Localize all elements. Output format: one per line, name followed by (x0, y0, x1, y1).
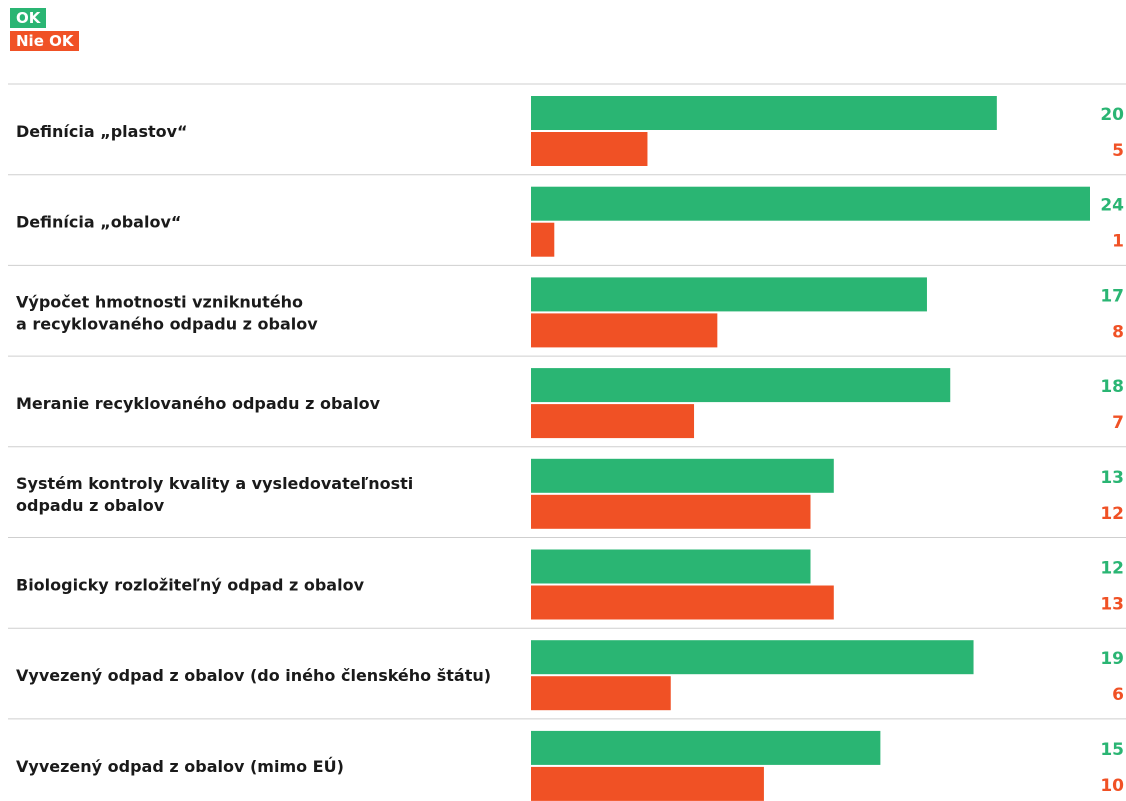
bar-ok (531, 640, 974, 675)
bar-ok (531, 277, 927, 312)
bar-ok (531, 549, 811, 584)
value-label-ok: 15 (1100, 740, 1124, 760)
value-label-nie-ok: 13 (1100, 595, 1124, 615)
category-label-line: odpadu z obalov (16, 496, 165, 515)
value-label-ok: 24 (1100, 196, 1124, 216)
category-label-line: Definícia „obalov“ (16, 213, 181, 232)
bar-nie-ok (531, 404, 695, 439)
bar-ok (531, 96, 997, 130)
value-label-nie-ok: 12 (1100, 504, 1124, 524)
category-label: Biologicky rozložiteľný odpad z obalov (16, 576, 365, 595)
bar-nie-ok (531, 766, 764, 801)
category-label-line: Vyvezený odpad z obalov (do iného člensk… (16, 666, 491, 685)
value-label-nie-ok: 7 (1112, 413, 1124, 433)
category-label: Výpočet hmotnosti vzniknutého a recyklova… (16, 292, 318, 333)
category-label: Vyvezený odpad z obalov (mimo EÚ) (16, 757, 344, 776)
bar-nie-ok (531, 222, 555, 257)
category-label-line: Meranie recyklovaného odpadu z obalov (16, 394, 381, 413)
bar-nie-ok (531, 132, 648, 166)
bar-nie-ok (531, 313, 718, 348)
legend: OK Nie OK (10, 8, 80, 54)
value-label-ok: 13 (1100, 468, 1124, 488)
value-label-ok: 19 (1100, 649, 1124, 669)
category-label: Meranie recyklovaného odpadu z obalov (16, 394, 381, 413)
category-label-line: Výpočet hmotnosti vzniknutého (16, 292, 303, 311)
value-label-nie-ok: 1 (1112, 232, 1124, 252)
value-label-ok: 17 (1100, 286, 1124, 306)
bar-nie-ok (531, 494, 811, 529)
category-label-line: Definícia „plastov“ (16, 122, 188, 141)
value-label-ok: 20 (1100, 105, 1124, 125)
value-label-ok: 12 (1100, 559, 1124, 579)
bar-ok (531, 730, 881, 765)
bar-nie-ok (531, 585, 834, 620)
value-label-nie-ok: 8 (1112, 322, 1124, 342)
category-label-line: Systém kontroly kvality a vysledovateľno… (16, 474, 413, 493)
category-label-line: a recyklovaného odpadu z obalov (16, 314, 318, 333)
category-label: Systém kontroly kvality a vysledovateľno… (16, 474, 413, 515)
category-label-line: Biologicky rozložiteľný odpad z obalov (16, 576, 365, 595)
bar-ok (531, 458, 834, 493)
legend-ok: OK (10, 8, 47, 28)
category-label-line: Vyvezený odpad z obalov (mimo EÚ) (16, 757, 344, 776)
bar-ok (531, 186, 1090, 221)
value-label-ok: 18 (1100, 377, 1124, 397)
bar-nie-ok (531, 676, 671, 711)
category-label: Definícia „obalov“ (16, 213, 181, 232)
bar-ok (531, 368, 951, 403)
legend-nie-ok: Nie OK (10, 31, 80, 51)
value-label-nie-ok: 6 (1112, 685, 1124, 705)
value-label-nie-ok: 5 (1112, 141, 1124, 161)
category-label: Definícia „plastov“ (16, 122, 188, 141)
value-label-nie-ok: 10 (1100, 776, 1124, 796)
category-label: Vyvezený odpad z obalov (do iného člensk… (16, 666, 491, 685)
